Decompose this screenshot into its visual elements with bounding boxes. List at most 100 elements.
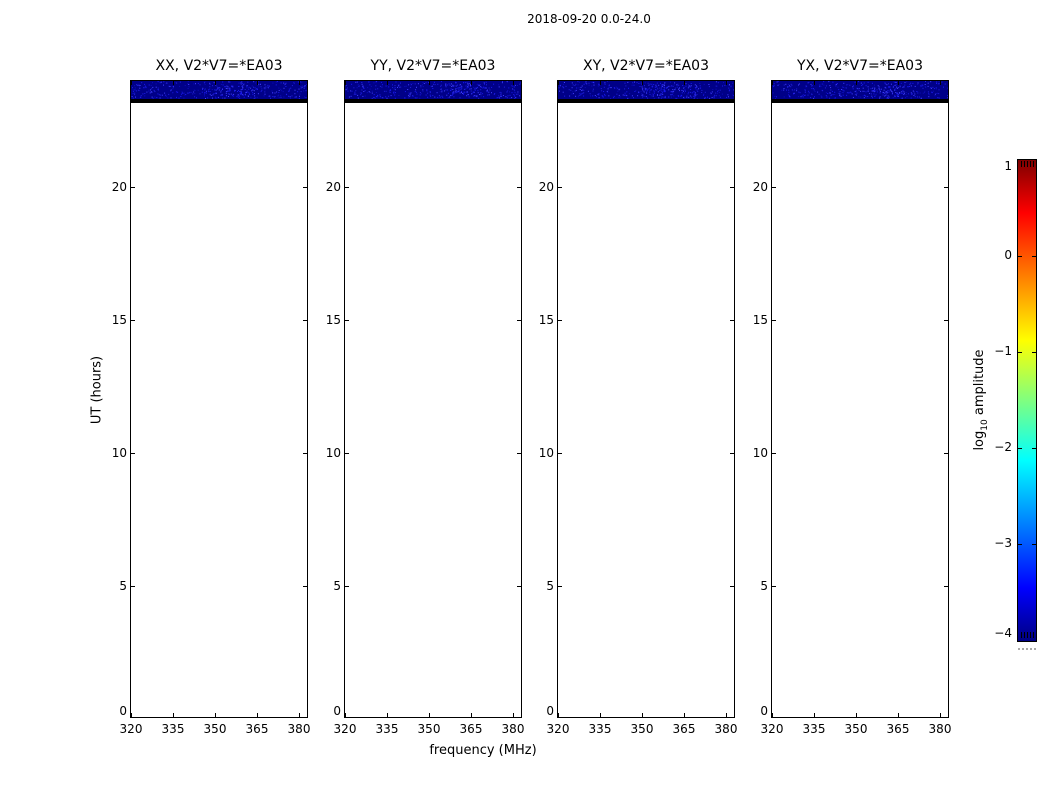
y-tick-label: 20 (325, 180, 341, 194)
x-tick-label: 380 (287, 722, 311, 736)
x-tick-bottom (173, 713, 174, 717)
x-tick-bottom (600, 713, 601, 717)
y-tick-left (131, 320, 135, 321)
x-tick-top (898, 81, 899, 85)
y-tick-label: 15 (325, 313, 341, 327)
colorbar-label: log10 amplitude (972, 349, 990, 450)
x-tick-top (600, 81, 601, 85)
y-tick-label: 0 (760, 704, 768, 718)
x-tick-top (513, 81, 514, 85)
y-tick-left (131, 453, 135, 454)
x-tick-label: 350 (203, 722, 227, 736)
x-tick-bottom (429, 713, 430, 717)
data-band (558, 81, 734, 99)
band-black-row (345, 99, 521, 103)
x-tick-top (558, 81, 559, 85)
colorbar-bottom-comb-mark (1033, 632, 1034, 638)
x-tick-top (856, 81, 857, 85)
y-tick-right (303, 586, 307, 587)
y-tick-left (345, 320, 349, 321)
colorbar-underflow-dot (1018, 648, 1020, 650)
y-tick-label: 0 (333, 704, 341, 718)
heatmap-panel: XY, V2*V7=*EA03 320 335 350 365 380 0 5 10 15 20 (539, 58, 738, 736)
y-tick-label: 10 (752, 446, 768, 460)
y-tick-label: 15 (538, 313, 554, 327)
x-tick-bottom (131, 713, 132, 717)
x-tick-label: 365 (672, 722, 696, 736)
y-tick-label: 20 (538, 180, 554, 194)
y-tick-label: 5 (119, 579, 127, 593)
data-band (131, 81, 307, 99)
band-black-row (558, 99, 734, 103)
y-tick-label: 10 (325, 446, 341, 460)
colorbar-tick-right (1032, 544, 1036, 545)
colorbar-tick-right (1032, 448, 1036, 449)
colorbar-tick-label: −1 (994, 344, 1012, 358)
y-tick-label: 15 (752, 313, 768, 327)
y-tick-left (772, 320, 776, 321)
colorbar-tick-label: −2 (994, 440, 1012, 454)
y-tick-left (772, 453, 776, 454)
colorbar-top-comb-mark (1021, 161, 1022, 167)
y-tick-right (944, 586, 948, 587)
x-tick-label: 350 (630, 722, 654, 736)
colorbar-tick-label: 0 (1004, 248, 1012, 262)
y-tick-right (730, 320, 734, 321)
y-tick-right (730, 453, 734, 454)
y-tick-label: 10 (111, 446, 127, 460)
x-tick-bottom (642, 713, 643, 717)
y-tick-label: 5 (760, 579, 768, 593)
panel-title: XX, V2*V7=*EA03 (155, 58, 283, 74)
x-tick-bottom (772, 713, 773, 717)
x-tick-top (726, 81, 727, 85)
x-tick-top (429, 81, 430, 85)
x-tick-top (471, 81, 472, 85)
colorbar-tick-right (1032, 256, 1036, 257)
x-tick-top (345, 81, 346, 85)
y-tick-right (517, 453, 521, 454)
x-tick-bottom (856, 713, 857, 717)
x-tick-top (814, 81, 815, 85)
y-tick-left (558, 320, 562, 321)
y-tick-left (131, 586, 135, 587)
x-tick-bottom (898, 713, 899, 717)
x-tick-bottom (471, 713, 472, 717)
y-tick-label: 0 (546, 704, 554, 718)
colorbar-underflow-dot (1030, 648, 1032, 650)
y-tick-left (345, 187, 349, 188)
y-tick-right (944, 320, 948, 321)
panel-title: XY, V2*V7=*EA03 (583, 58, 709, 74)
colorbar-bottom-comb-mark (1027, 632, 1028, 638)
x-tick-label: 320 (546, 722, 570, 736)
x-tick-bottom (387, 713, 388, 717)
x-tick-top (940, 81, 941, 85)
x-tick-top (173, 81, 174, 85)
y-tick-right (303, 320, 307, 321)
colorbar-top-comb-mark (1024, 161, 1025, 167)
y-tick-left (772, 586, 776, 587)
colorbar-tick-label: 1 (1004, 159, 1012, 173)
colorbar-top-comb-mark (1027, 161, 1028, 167)
x-tick-bottom (814, 713, 815, 717)
x-tick-label: 335 (588, 722, 612, 736)
band-black-row (772, 99, 948, 103)
colorbar-underflow-dot (1022, 648, 1024, 650)
y-tick-left (345, 453, 349, 454)
x-tick-label: 365 (245, 722, 269, 736)
colorbar-tick-left (1018, 448, 1022, 449)
y-tick-label: 15 (111, 313, 127, 327)
x-tick-bottom (558, 713, 559, 717)
y-tick-right (303, 187, 307, 188)
x-tick-top (257, 81, 258, 85)
x-tick-label: 320 (333, 722, 357, 736)
x-tick-bottom (684, 713, 685, 717)
x-tick-top (387, 81, 388, 85)
y-tick-left (558, 187, 562, 188)
x-tick-top (772, 81, 773, 85)
colorbar (1017, 159, 1037, 642)
y-tick-left (558, 453, 562, 454)
x-tick-top (642, 81, 643, 85)
colorbar-bottom-comb-mark (1030, 632, 1031, 638)
panel-title: YY, V2*V7=*EA03 (370, 58, 496, 74)
